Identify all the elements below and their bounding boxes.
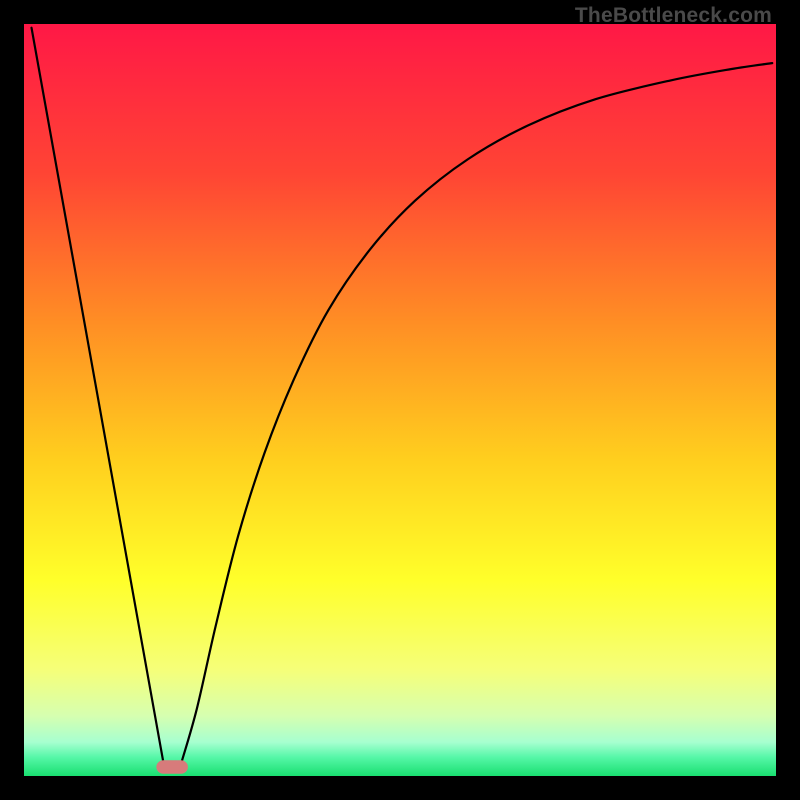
bottleneck-marker (156, 760, 188, 774)
gradient-background (24, 24, 776, 776)
chart-frame: TheBottleneck.com (0, 0, 800, 800)
plot-area (24, 24, 776, 776)
chart-svg (24, 24, 776, 776)
watermark-text: TheBottleneck.com (575, 4, 772, 28)
